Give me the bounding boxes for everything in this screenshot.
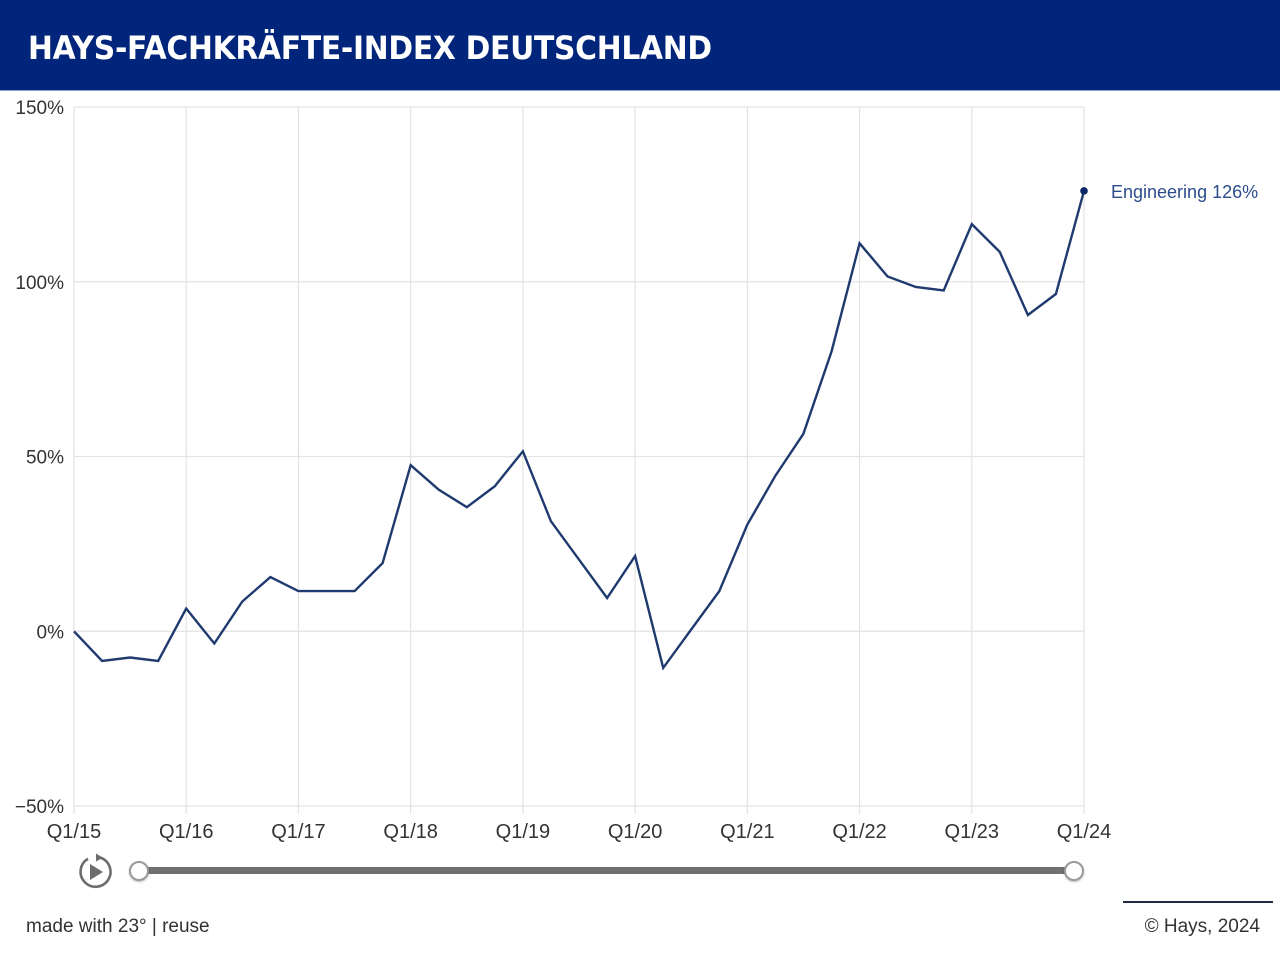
timeline-slider-track[interactable] [140,867,1074,874]
x-tick-label: Q1/24 [1057,821,1111,843]
line-chart: 150%100%50%0%−50% Q1/15 Q1/16 Q1/17 Q1/18 Q1… [15,98,1258,843]
end-point-marker [1080,187,1088,195]
y-tick-label: 50% [26,448,64,469]
x-tick-label: Q1/21 [720,821,774,843]
replay-play-icon [79,853,112,888]
x-tick-label: Q1/19 [496,821,550,843]
timeline-slider-start-handle[interactable] [129,861,149,881]
y-tick-label: 0% [37,622,65,643]
y-tick-label: 150% [15,98,64,119]
copyright-text: © Hays, 2024 [1144,916,1260,937]
series-engineering: Engineering 126% [73,182,1258,671]
replay-button[interactable] [76,852,114,890]
x-axis-ticks: Q1/15 Q1/16 Q1/17 Q1/18 Q1/19 Q1/20 Q1/21 Q1/22… [47,821,1111,843]
y-tick-label: 100% [15,273,64,294]
grid [73,106,1085,814]
x-tick-label: Q1/15 [47,821,101,843]
x-tick-label: Q1/17 [271,821,325,843]
page-title: HAYS-FACHKRÄFTE-INDEX DEUTSCHLAND [28,29,712,67]
x-tick-label: Q1/23 [945,821,999,843]
y-axis-ticks: 150% 100% 50% 0% −50% [15,98,64,818]
footer-divider [1123,901,1273,903]
x-tick-label: Q1/18 [383,821,437,843]
x-tick-label: Q1/16 [159,821,213,843]
series-line-engineering [73,190,1086,671]
x-tick-label: Q1/20 [608,821,662,843]
timeline-slider-end-handle[interactable] [1064,861,1084,881]
header-bar: HAYS-FACHKRÄFTE-INDEX DEUTSCHLAND [0,0,1280,91]
made-with-link[interactable]: made with 23° | reuse [26,916,210,937]
x-tick-label: Q1/22 [832,821,886,843]
series-end-label: Engineering 126% [1111,182,1258,202]
timeline-controls [0,848,1280,894]
y-tick-label: −50% [15,797,64,818]
